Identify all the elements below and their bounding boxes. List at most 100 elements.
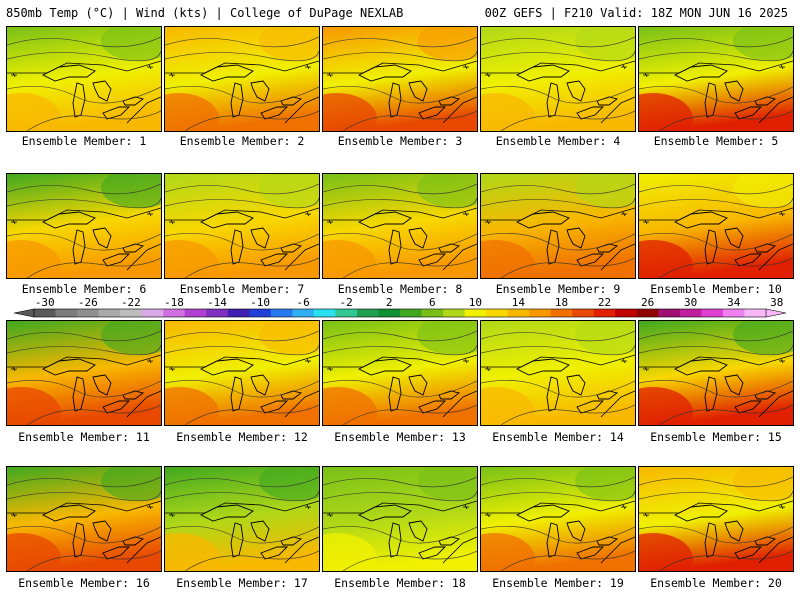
great-lakes-outline	[673, 358, 777, 414]
temperature-field-map	[7, 174, 161, 278]
ensemble-member-map	[164, 320, 320, 426]
color-scale-tick-label: -30	[35, 296, 55, 309]
ensemble-member-map	[638, 466, 794, 572]
temperature-field-map	[165, 467, 319, 571]
height-contours	[165, 183, 319, 278]
height-contours	[323, 183, 477, 278]
color-scale-tick-label: 14	[512, 296, 526, 309]
color-scale-tick-label: 10	[469, 296, 482, 309]
color-scale-swatch	[615, 309, 638, 317]
temperature-field-map	[323, 174, 477, 278]
temperature-field-map	[639, 174, 793, 278]
color-scale-swatch	[701, 309, 724, 317]
color-scale-tick-label: -6	[296, 296, 309, 309]
temperature-field-map	[639, 467, 793, 571]
height-contours	[481, 183, 635, 278]
great-lakes-outline	[41, 504, 145, 560]
color-scale-swatch	[141, 309, 164, 317]
color-scale-tick-label: 2	[386, 296, 393, 309]
color-scale-swatch	[356, 309, 379, 317]
ensemble-member-label: Ensemble Member: 11	[18, 430, 150, 444]
color-scale-swatch	[443, 309, 465, 317]
height-contours	[165, 476, 319, 571]
color-scale-swatch	[313, 309, 336, 317]
ensemble-member-label: Ensemble Member: 19	[492, 576, 624, 590]
ensemble-member-map	[480, 320, 636, 426]
color-scale-tick-label: -22	[121, 296, 141, 309]
color-scale-swatch	[98, 309, 121, 317]
color-scale-tick-label: 6	[429, 296, 436, 309]
height-contours	[639, 476, 793, 571]
height-contours	[165, 330, 319, 425]
temperature-field-map	[639, 321, 793, 425]
color-scale-swatch	[184, 309, 207, 317]
height-contours	[7, 330, 161, 425]
color-scale-swatch	[120, 309, 143, 317]
color-scale-swatch	[55, 309, 78, 317]
color-scale-swatch	[658, 309, 681, 317]
height-contours	[323, 36, 477, 131]
color-scale-swatch	[400, 309, 422, 317]
ensemble-member-map	[6, 173, 162, 279]
temperature-field-map	[639, 27, 793, 131]
great-lakes-outline	[41, 358, 145, 414]
height-contours	[639, 183, 793, 278]
great-lakes-outline	[41, 64, 145, 120]
ensemble-member-label: Ensemble Member: 16	[18, 576, 150, 590]
ensemble-member-map	[638, 320, 794, 426]
ensemble-member-map	[322, 320, 478, 426]
ensemble-member-label: Ensemble Member: 5	[653, 134, 779, 148]
color-scale-swatch	[464, 309, 487, 317]
ensemble-member-label: Ensemble Member: 4	[495, 134, 621, 148]
height-contours	[165, 36, 319, 131]
color-scale-swatch	[722, 309, 745, 317]
ensemble-member-label: Ensemble Member: 18	[334, 576, 466, 590]
great-lakes-outline	[199, 211, 303, 267]
color-scale-swatch	[550, 309, 573, 317]
ensemble-member-map	[638, 26, 794, 132]
color-scale-tick-label: 38	[770, 296, 783, 309]
temperature-field-map	[7, 467, 161, 571]
great-lakes-outline	[199, 64, 303, 120]
great-lakes-outline	[515, 211, 619, 267]
color-scale-swatch	[593, 309, 616, 317]
ensemble-member-label: Ensemble Member: 8	[337, 282, 463, 296]
color-scale-tick-label: -26	[78, 296, 98, 309]
ensemble-member-label: Ensemble Member: 6	[21, 282, 147, 296]
ensemble-member-label: Ensemble Member: 17	[176, 576, 308, 590]
great-lakes-outline	[515, 358, 619, 414]
color-scale-swatch	[34, 309, 56, 317]
scale-min-arrow	[13, 308, 35, 318]
color-scale-tick-label: 30	[684, 296, 697, 309]
great-lakes-outline	[357, 211, 461, 267]
ensemble-member-label: Ensemble Member: 1	[21, 134, 147, 148]
great-lakes-outline	[515, 504, 619, 560]
color-scale-swatch	[421, 309, 444, 317]
ensemble-member-map	[638, 173, 794, 279]
ensemble-member-label: Ensemble Member: 7	[179, 282, 305, 296]
temperature-field-map	[323, 321, 477, 425]
color-scale-tick-label: -18	[164, 296, 184, 309]
temperature-field-map	[481, 467, 635, 571]
color-scale-swatch	[206, 309, 229, 317]
ensemble-member-map	[6, 466, 162, 572]
color-scale-swatch	[292, 309, 315, 317]
temperature-field-map	[165, 321, 319, 425]
great-lakes-outline	[357, 358, 461, 414]
color-scale-bar: -30 -26 -22 -18 -14 -10 -6 -2 2 6 10 14 18 22 26 30 34 38…	[13, 296, 787, 318]
temperature-field-map	[481, 27, 635, 131]
ensemble-member-label: Ensemble Member: 3	[337, 134, 463, 148]
color-scale-swatch	[507, 309, 530, 317]
temperature-field-map	[323, 467, 477, 571]
ensemble-member-label: Ensemble Member: 14	[492, 430, 624, 444]
ensemble-member-label: Ensemble Member: 20	[650, 576, 782, 590]
height-contours	[481, 330, 635, 425]
temperature-field-map	[481, 174, 635, 278]
temperature-field-map	[481, 321, 635, 425]
ensemble-member-label: Ensemble Member: 15	[650, 430, 782, 444]
color-scale-swatch	[249, 309, 272, 317]
color-scale-swatch	[77, 309, 99, 317]
height-contours	[639, 330, 793, 425]
ensemble-member-label: Ensemble Member: 12	[176, 430, 308, 444]
color-scale-swatch	[335, 309, 358, 317]
